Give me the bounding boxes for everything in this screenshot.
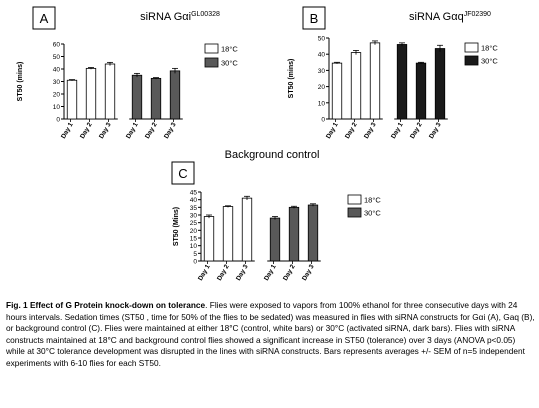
bar xyxy=(307,204,319,262)
y-tick-label: 10 xyxy=(318,100,326,107)
x-tick-label: Day 2 xyxy=(409,121,424,140)
x-tick-label: Day 3 xyxy=(301,263,316,282)
x-tick-label: Day 2 xyxy=(344,121,359,140)
figure-caption: Fig. 1 Effect of G Protein knock-down on… xyxy=(6,300,536,370)
bar xyxy=(150,77,162,120)
chart-title-base: siRNA Gαq xyxy=(409,11,464,23)
bar xyxy=(66,79,78,120)
bar xyxy=(369,42,381,120)
bar xyxy=(269,217,281,262)
caption-title: Fig. 1 Effect of G Protein knock-down on… xyxy=(6,300,206,310)
x-tick-label: Day 2 xyxy=(282,263,297,282)
y-tick-label: 40 xyxy=(190,197,198,204)
y-tick-label: 45 xyxy=(190,190,198,197)
legend-swatch xyxy=(204,43,219,54)
chart-title-superscript: GL00328 xyxy=(191,11,220,18)
chart-title: Background control xyxy=(225,149,320,161)
bar xyxy=(415,62,427,120)
legend-label: 30°C xyxy=(364,209,381,218)
bar xyxy=(104,63,116,120)
legend-label: 30°C xyxy=(481,57,498,66)
x-tick-label: Day 2 xyxy=(144,121,159,140)
y-tick-label: 40 xyxy=(318,52,326,59)
chart-title-superscript: JF02390 xyxy=(464,11,491,18)
panel-letter: A xyxy=(40,11,49,26)
bar xyxy=(131,74,143,120)
x-tick-label: Day 1 xyxy=(60,121,75,140)
x-tick-label: Day 1 xyxy=(263,263,278,282)
bar xyxy=(241,197,253,262)
bar xyxy=(203,216,215,262)
x-tick-label: Day 3 xyxy=(428,121,443,140)
legend-label: 18°C xyxy=(481,44,498,53)
y-tick-label: 10 xyxy=(53,104,61,111)
x-tick-label: Day 3 xyxy=(235,263,250,282)
y-tick-label: 0 xyxy=(56,117,60,124)
bar xyxy=(396,44,408,120)
bar xyxy=(222,206,234,262)
y-tick-label: 20 xyxy=(318,84,326,91)
x-tick-label: Day 1 xyxy=(325,121,340,140)
y-tick-label: 5 xyxy=(193,251,197,258)
chart-title-base: siRNA Gαi xyxy=(140,11,191,23)
bar xyxy=(331,62,343,120)
x-tick-label: Day 2 xyxy=(216,263,231,282)
y-tick-label: 0 xyxy=(193,259,197,266)
legend-swatch xyxy=(464,55,479,66)
legend-label: 18°C xyxy=(221,45,238,54)
y-axis-label: ST50 (mins) xyxy=(17,62,24,102)
x-tick-label: Day 1 xyxy=(390,121,405,140)
y-axis-label: ST50 (mins) xyxy=(288,59,295,99)
bar xyxy=(85,67,97,120)
y-tick-label: 10 xyxy=(190,243,198,250)
y-tick-label: 50 xyxy=(318,36,326,43)
y-tick-label: 20 xyxy=(190,228,198,235)
legend-label: 30°C xyxy=(221,59,238,68)
legend-swatch xyxy=(347,207,362,218)
x-tick-label: Day 3 xyxy=(163,121,178,140)
panel-letter: C xyxy=(178,166,187,181)
bar xyxy=(169,70,181,120)
y-tick-label: 30 xyxy=(318,68,326,75)
x-tick-label: Day 1 xyxy=(125,121,140,140)
legend-label: 18°C xyxy=(364,196,381,205)
panel-letter-box xyxy=(32,6,56,30)
x-tick-label: Day 3 xyxy=(98,121,113,140)
y-tick-label: 60 xyxy=(53,42,61,49)
x-tick-label: Day 2 xyxy=(79,121,94,140)
y-tick-label: 50 xyxy=(53,54,61,61)
y-tick-label: 20 xyxy=(53,92,61,99)
legend-swatch xyxy=(347,194,362,205)
caption-body: . Flies were exposed to vapors from 100%… xyxy=(6,300,535,368)
bar xyxy=(288,206,300,262)
x-tick-label: Day 3 xyxy=(363,121,378,140)
y-axis-label: ST50 (Mins) xyxy=(173,207,180,246)
chart-title-base: Background control xyxy=(225,149,320,161)
chart-title: siRNA GαiGL00328 xyxy=(140,11,220,23)
y-tick-label: 25 xyxy=(190,220,198,227)
y-tick-label: 30 xyxy=(53,79,61,86)
panel-letter: B xyxy=(310,11,319,26)
y-tick-label: 15 xyxy=(190,236,198,243)
chart-title: siRNA GαqJF02390 xyxy=(409,11,491,23)
panel-letter-box xyxy=(171,161,195,185)
x-tick-label: Day 1 xyxy=(197,263,212,282)
y-tick-label: 35 xyxy=(190,205,198,212)
y-tick-label: 30 xyxy=(190,213,198,220)
bar xyxy=(434,48,446,120)
legend-swatch xyxy=(464,42,479,53)
y-tick-label: 0 xyxy=(321,117,325,124)
bar xyxy=(350,52,362,120)
y-tick-label: 40 xyxy=(53,67,61,74)
panel-letter-box xyxy=(302,6,326,30)
legend-swatch xyxy=(204,57,219,68)
